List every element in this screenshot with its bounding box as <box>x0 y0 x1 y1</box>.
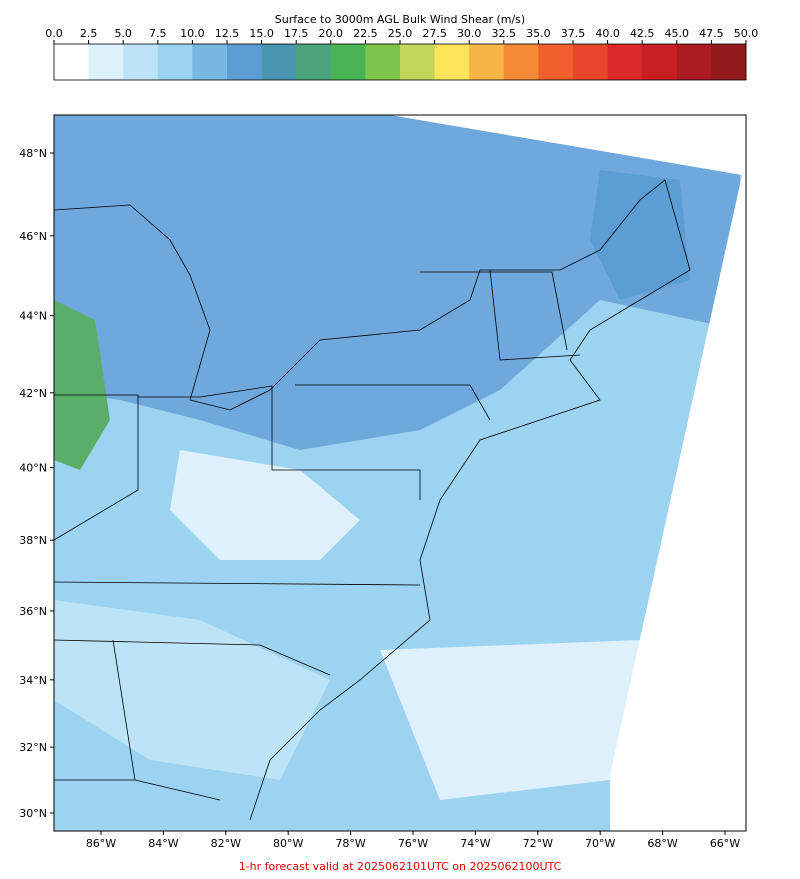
y-tick-label: 38°N <box>19 534 47 547</box>
colorbar-swatch <box>296 44 332 80</box>
x-tick-label: 76°W <box>398 837 428 850</box>
y-tick-label: 30°N <box>19 807 47 820</box>
colorbar-tick-label: 30.0 <box>457 27 482 40</box>
field <box>590 170 690 300</box>
map: 86°W 84°W 82°W 80°W 78°W 76°W 74°W 72°W 70°W 68°W… <box>19 114 747 850</box>
x-tick-label: 70°W <box>585 837 615 850</box>
colorbar-tick-label: 35.0 <box>526 27 551 40</box>
borders <box>54 269 581 801</box>
colorbar-swatch <box>261 44 297 80</box>
colorbar-swatch <box>227 44 262 80</box>
colorbar-tick-label: 45.0 <box>665 27 690 40</box>
colorbar-tick-label: 50.0 <box>734 27 759 40</box>
colorbar-tick-label: 37.5 <box>561 27 586 40</box>
colorbar-swatch <box>123 44 159 80</box>
colorbar-tick-label: 42.5 <box>630 27 655 40</box>
colorbar-tick-label: 17.5 <box>284 27 309 40</box>
colorbar-swatch <box>503 44 539 80</box>
colorbar-tick-label: 27.5 <box>422 27 447 40</box>
colorbar-tick-label: 15.0 <box>249 27 274 40</box>
colorbar-tick-label: 10.0 <box>180 27 205 40</box>
colorbar-swatch <box>469 44 505 80</box>
colorbar-tick-label: 12.5 <box>215 27 240 40</box>
colorbar-tick-label: 32.5 <box>492 27 517 40</box>
colorbar-tick-label: 7.5 <box>149 27 167 40</box>
colorbar-swatch <box>642 44 678 80</box>
colorbar-tick-label: 20.0 <box>319 27 344 40</box>
colorbar-tick-label: 25.0 <box>388 27 413 40</box>
colorbar-swatch <box>607 44 643 80</box>
colorbar-swatch <box>54 44 89 80</box>
y-tick-label: 34°N <box>19 674 47 687</box>
colorbar-swatch <box>400 44 435 80</box>
y-tick-label: 48°N <box>19 147 47 160</box>
map-frame <box>53 114 747 832</box>
y-tick-label: 42°N <box>19 387 47 400</box>
y-tick-label: 40°N <box>19 462 47 475</box>
x-tick-label: 82°W <box>211 837 241 850</box>
colorbar-swatch <box>157 44 193 80</box>
y-tick-label: 32°N <box>19 741 47 754</box>
x-tick-label: 78°W <box>335 837 365 850</box>
colorbar-swatch <box>676 44 712 80</box>
field <box>54 600 330 780</box>
x-tick-label: 84°W <box>148 837 178 850</box>
colorbar-swatch <box>434 44 470 80</box>
x-tick-label: 86°W <box>86 837 116 850</box>
x-tick-label: 66°W <box>710 837 740 850</box>
y-tick-label: 44°N <box>19 310 47 323</box>
field <box>54 300 110 470</box>
colorbar: 0.0 2.5 5.0 7.5 10.0 12.5 15.0 17.5 20.0 22.5 25.0… <box>45 27 759 81</box>
colorbar-swatch <box>88 44 124 80</box>
x-tick-label: 68°W <box>647 837 677 850</box>
field <box>170 450 360 560</box>
colorbar-tick-label: 2.5 <box>80 27 98 40</box>
colorbar-swatch <box>365 44 401 80</box>
colorbar-tick-label: 47.5 <box>699 27 724 40</box>
y-tick-label: 46°N <box>19 230 47 243</box>
x-tick-label: 80°W <box>273 837 303 850</box>
coastline <box>54 179 691 821</box>
x-tick-label: 72°W <box>523 837 553 850</box>
colorbar-tick-label: 40.0 <box>595 27 620 40</box>
map-axes: 86°W 84°W 82°W 80°W 78°W 76°W 74°W 72°W 70°W 68°W… <box>19 147 740 850</box>
colorbar-swatch <box>573 44 608 80</box>
field <box>54 115 740 450</box>
colorbar-swatch <box>330 44 366 80</box>
y-tick-label: 36°N <box>19 605 47 618</box>
colorbar-title: Surface to 3000m AGL Bulk Wind Shear (m/… <box>275 13 525 26</box>
x-tick-label: 74°W <box>460 837 490 850</box>
colorbar-swatch <box>711 44 747 80</box>
colorbar-tick-label: 5.0 <box>114 27 132 40</box>
field <box>380 640 640 800</box>
colorbar-swatch <box>192 44 228 80</box>
outside-domain <box>390 115 746 831</box>
colorbar-swatch <box>538 44 574 80</box>
colorbar-tick-label: 22.5 <box>353 27 378 40</box>
colorbar-tick-label: 0.0 <box>45 27 63 40</box>
footer: 1-hr forecast valid at 2025062101UTC on … <box>239 860 562 873</box>
